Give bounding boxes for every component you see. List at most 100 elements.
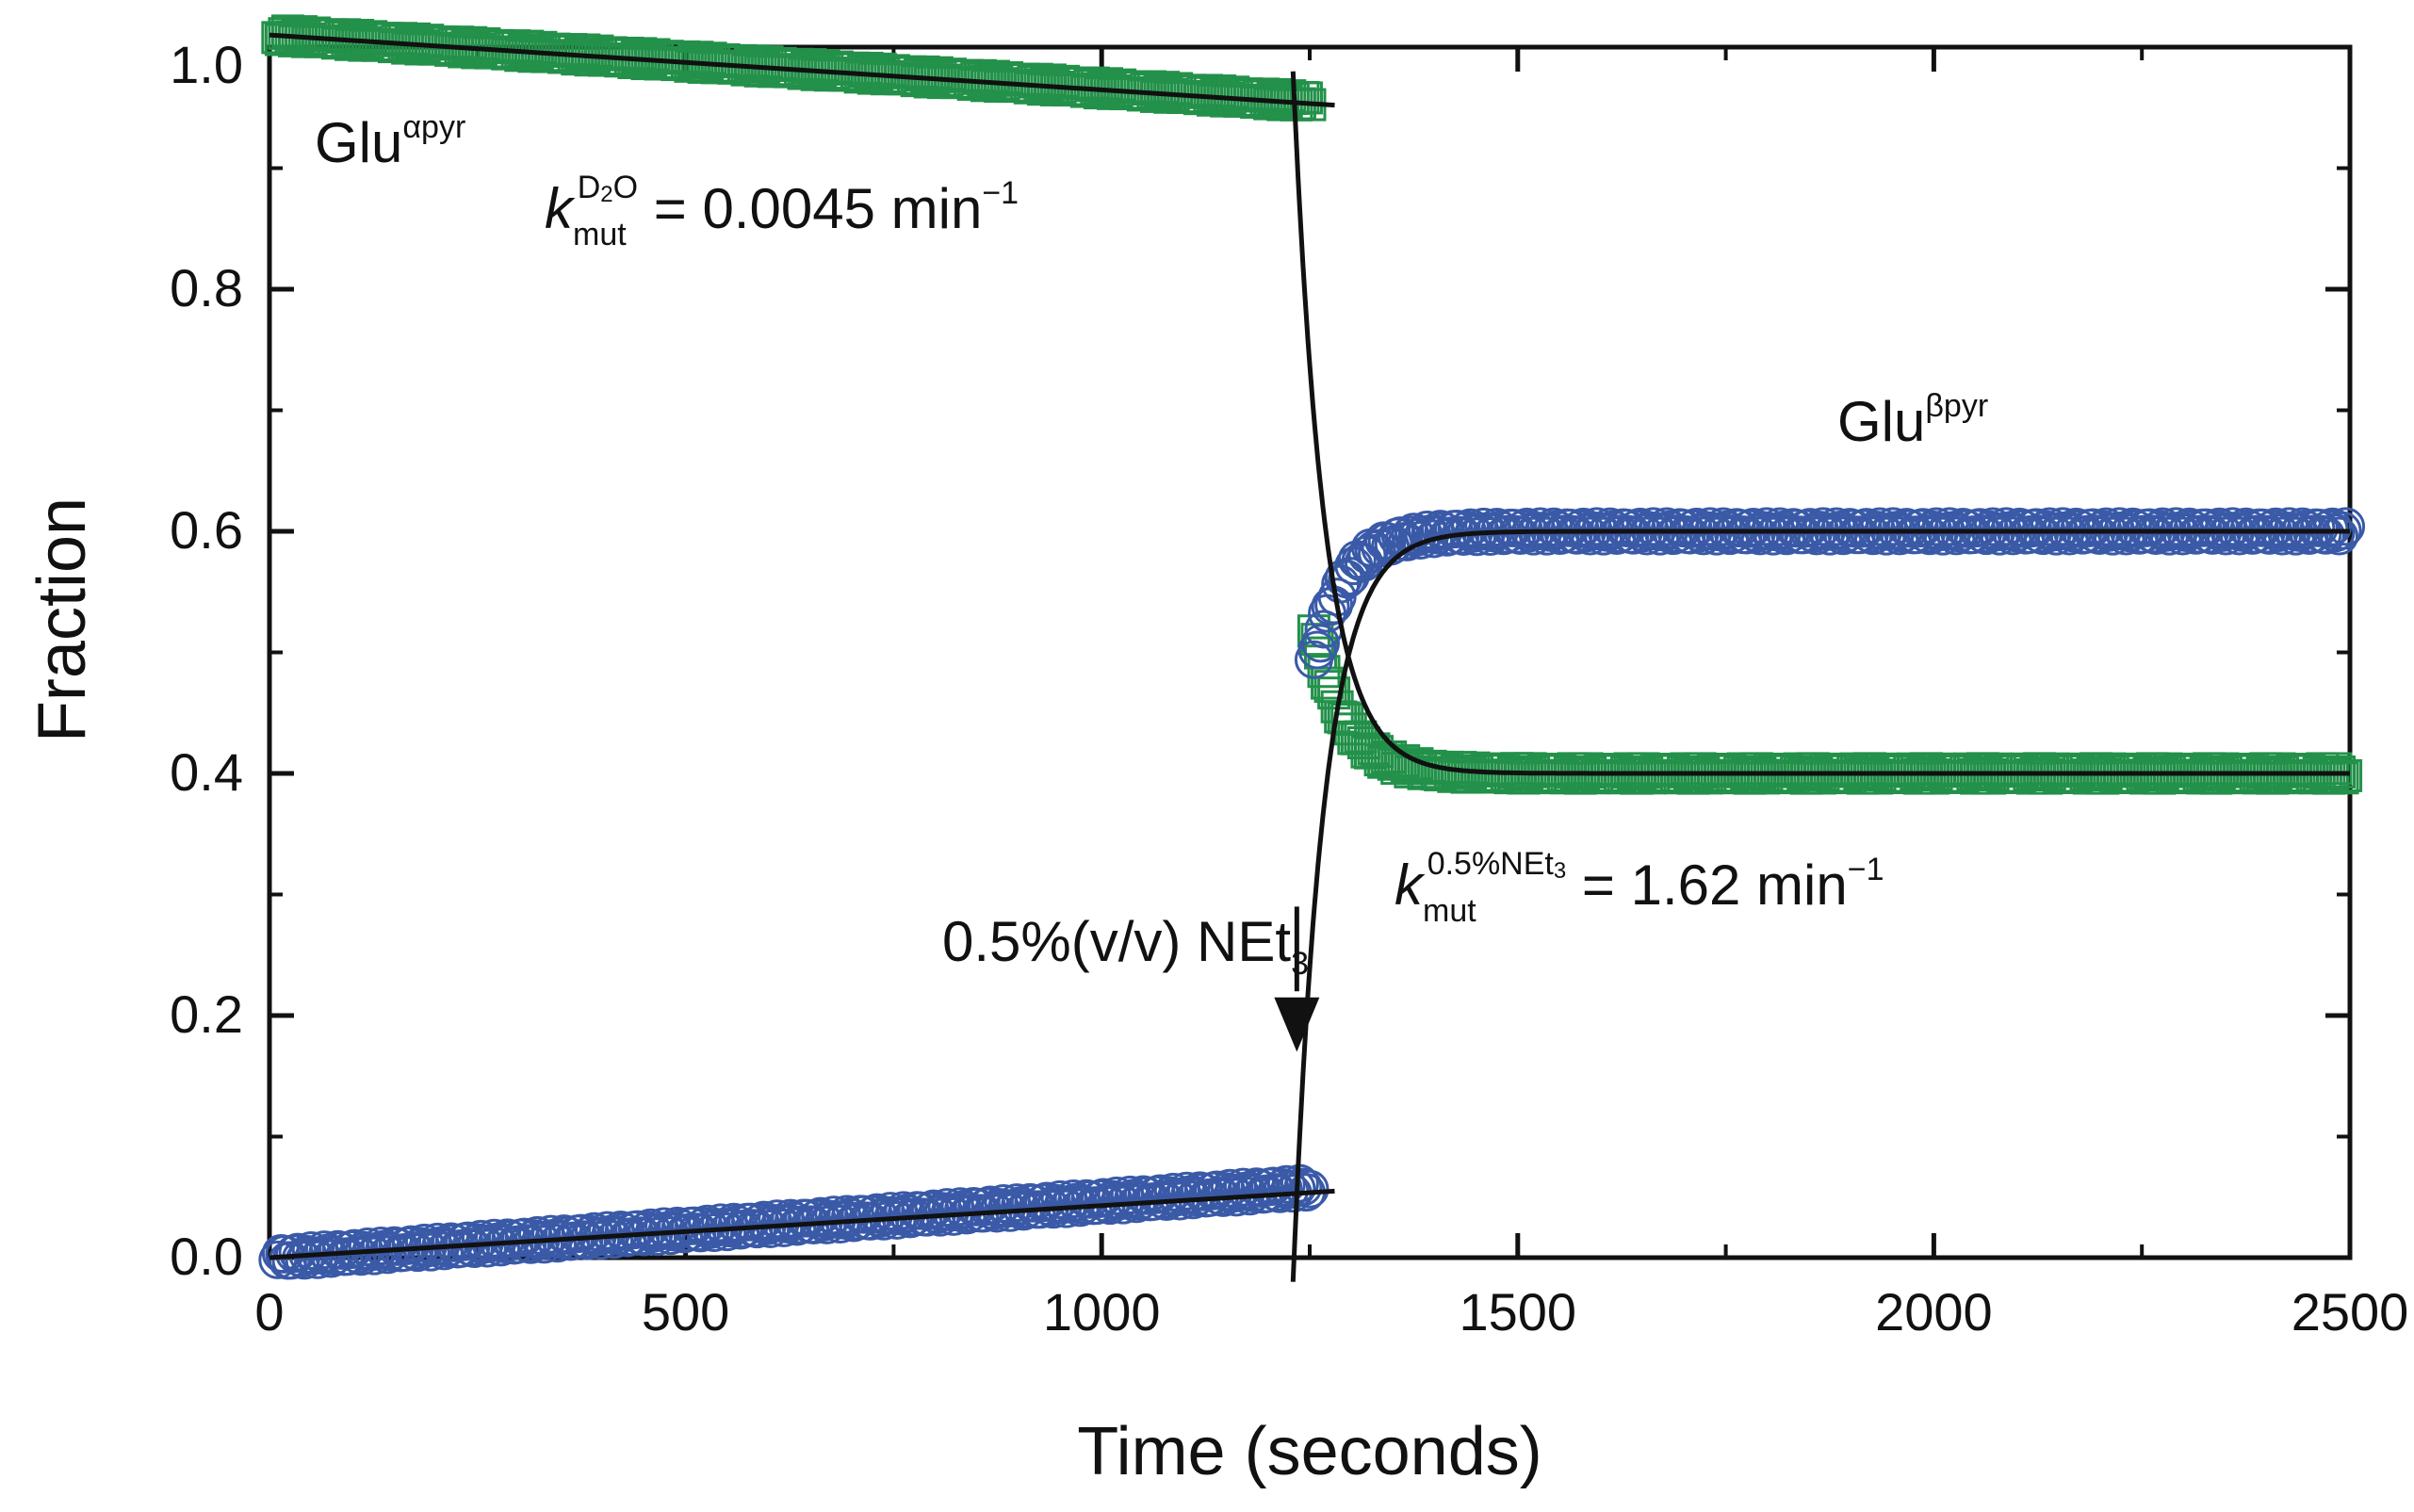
glu-alpha-sup: αpyr bbox=[402, 109, 465, 145]
glu-beta-point bbox=[814, 1195, 854, 1235]
y-tick-label-0.2: 0.2 bbox=[170, 984, 243, 1044]
glu-alpha-point bbox=[1330, 703, 1364, 737]
alpha-linear-fit bbox=[269, 32, 1335, 108]
glu-beta-point bbox=[417, 1222, 457, 1261]
glu-beta-point bbox=[1297, 630, 1337, 670]
k-d2o-label: kmut D2O = 0.0045 min−1 bbox=[545, 170, 1019, 252]
glu-beta-point bbox=[588, 1211, 628, 1250]
glu-alpha-point bbox=[1289, 81, 1323, 115]
x-tick-label-1000: 1000 bbox=[1043, 1282, 1161, 1341]
y-tick-label-0.8: 0.8 bbox=[170, 258, 243, 317]
y-axis-title: Fraction bbox=[24, 497, 100, 742]
glu-beta-point bbox=[601, 1211, 641, 1250]
y-tick-label-1.0: 1.0 bbox=[170, 35, 243, 94]
x-tick-label-500: 500 bbox=[642, 1282, 729, 1341]
glu-beta-point bbox=[884, 1191, 923, 1230]
glu-beta-point bbox=[1767, 516, 1806, 556]
glu-beta-point bbox=[1880, 516, 1919, 556]
glu-alpha-point bbox=[2319, 752, 2353, 786]
k-d2o-sub: mut bbox=[573, 217, 627, 252]
glu-beta-point bbox=[701, 1203, 741, 1243]
k-d2o-sup-a: D bbox=[578, 170, 601, 205]
glu-beta-point bbox=[1300, 624, 1340, 663]
k-d2o-sup-c: O bbox=[613, 170, 638, 205]
k-net3-sub: mut bbox=[1423, 893, 1476, 929]
glu-beta-point bbox=[2326, 507, 2366, 546]
glu-beta-point bbox=[2299, 508, 2339, 547]
glu-beta-point bbox=[1823, 516, 1863, 556]
glu-beta-point bbox=[2170, 507, 2210, 546]
glu-beta-point bbox=[1504, 510, 1543, 549]
k-net3-unit-sup: −1 bbox=[1848, 852, 1884, 887]
arrow-label: 0.5%(v/v) NEt3 bbox=[942, 910, 1309, 982]
x-tick-label-2000: 2000 bbox=[1875, 1282, 1993, 1341]
glu-beta-sup: βpyr bbox=[1925, 388, 1988, 424]
x-tick-label-0: 0 bbox=[254, 1282, 284, 1341]
glu-beta-point bbox=[658, 1206, 697, 1245]
glu-beta-point bbox=[771, 1198, 810, 1238]
arrow-label-sub: 3 bbox=[1291, 946, 1309, 982]
arrow-label-text: 0.5%(v/v) NEt bbox=[942, 910, 1291, 973]
glu-beta-point bbox=[2056, 507, 2096, 546]
glu-alpha-point bbox=[1327, 701, 1361, 735]
glu-beta-point bbox=[2020, 514, 2060, 554]
glu-alpha-base: Glu bbox=[315, 111, 402, 174]
y-tick-label-0.4: 0.4 bbox=[170, 742, 243, 802]
glu-beta-point bbox=[1560, 509, 1600, 548]
glu-beta-point bbox=[927, 1188, 967, 1227]
k-net3-sup-a: 0.5%NEt bbox=[1427, 846, 1555, 882]
k-net3-value: = 1.62 min bbox=[1566, 854, 1848, 917]
k-net3-k: k bbox=[1395, 854, 1426, 917]
glu-beta-point bbox=[1654, 516, 1693, 556]
addition-arrow-head bbox=[1274, 997, 1320, 1052]
glu-alpha-point bbox=[2325, 761, 2359, 795]
glu-beta-point bbox=[2112, 507, 2152, 546]
k-d2o-unit-sup: −1 bbox=[982, 175, 1019, 211]
glu-alpha-point bbox=[1273, 79, 1307, 113]
glu-beta-point bbox=[304, 1230, 344, 1270]
glu-beta-point bbox=[1477, 508, 1517, 547]
beta-linear-fit bbox=[269, 1188, 1335, 1260]
k-d2o-value: = 0.0045 min bbox=[638, 177, 982, 240]
glu-beta-point bbox=[1166, 1171, 1206, 1211]
x-axis-title: Time (seconds) bbox=[1077, 1414, 1541, 1489]
alpha-exp-fit bbox=[1290, 71, 2350, 776]
x-tick-label-2500: 2500 bbox=[2292, 1282, 2409, 1341]
glu-beta-point bbox=[1447, 511, 1487, 550]
glu-beta-point bbox=[1110, 1175, 1150, 1214]
glu-beta-point bbox=[714, 1202, 754, 1242]
glu-beta-point bbox=[1053, 1179, 1093, 1218]
k-net3-sup-b: 3 bbox=[1554, 858, 1566, 884]
glu-beta-base: Glu bbox=[1837, 390, 1925, 453]
y-tick-label-0.6: 0.6 bbox=[170, 500, 243, 560]
glu-beta-point bbox=[644, 1207, 684, 1246]
glu-beta-point bbox=[1290, 1169, 1329, 1209]
glu-beta-point bbox=[1710, 516, 1750, 556]
glu-beta-point bbox=[531, 1214, 571, 1254]
glu-beta-point bbox=[1421, 510, 1460, 549]
glu-beta-point bbox=[827, 1195, 867, 1234]
glu-beta-point bbox=[1617, 509, 1656, 548]
glu-beta-point bbox=[871, 1192, 910, 1231]
x-tick-label-1500: 1500 bbox=[1460, 1282, 1577, 1341]
data-points bbox=[258, 14, 2366, 1280]
glu-beta-point bbox=[1408, 510, 1447, 549]
glu-alpha-label: Gluαpyr bbox=[315, 109, 465, 174]
glu-beta-point bbox=[2320, 516, 2359, 556]
y-tick-label-0.0: 0.0 bbox=[170, 1227, 243, 1286]
glu-beta-point bbox=[2226, 507, 2266, 546]
glu-beta-point bbox=[361, 1226, 400, 1265]
series-glu-beta bbox=[258, 507, 2366, 1280]
fit-curves bbox=[269, 32, 2350, 1282]
glu-beta-point bbox=[940, 1187, 980, 1227]
k-d2o-k: k bbox=[545, 177, 576, 240]
glu-beta-point bbox=[474, 1218, 514, 1258]
glu-beta-point bbox=[1223, 1167, 1263, 1207]
beta-exp-fit bbox=[1290, 528, 2350, 1282]
glu-beta-point bbox=[1964, 514, 2003, 554]
glu-beta-label: Gluβpyr bbox=[1837, 388, 1988, 453]
glu-beta-point bbox=[997, 1183, 1036, 1223]
k-net3-label: kmut 0.5%NEt3 = 1.62 min−1 bbox=[1395, 846, 1884, 929]
k-d2o-sup-b: 2 bbox=[600, 182, 612, 207]
